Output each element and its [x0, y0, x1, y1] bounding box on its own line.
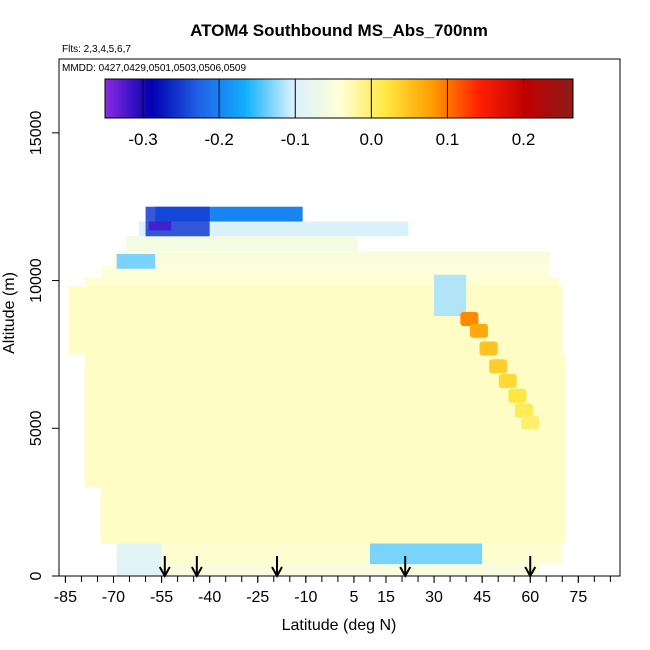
colorbar-tick-label: -0.3 — [128, 130, 157, 149]
plume-cell — [469, 323, 488, 338]
plume-cell — [460, 311, 479, 326]
x-tick-label: -85 — [54, 589, 77, 606]
field-feature — [434, 274, 467, 317]
x-tick-label: -10 — [294, 589, 317, 606]
dates-subtitle: MMDD: 0427,0429,0501,0503,0506,0509 — [62, 63, 246, 74]
x-tick-label: -40 — [198, 589, 221, 606]
field-feature — [369, 543, 483, 565]
colorbar-tick-label: -0.2 — [204, 130, 233, 149]
x-tick-label: 30 — [425, 589, 443, 606]
chart-title: ATOM4 Southbound MS_Abs_700nm — [190, 21, 488, 40]
plume-cell — [479, 341, 498, 356]
y-axis-title: Altitude (m) — [1, 272, 18, 354]
colorbar-tick-label: -0.1 — [281, 130, 310, 149]
x-tick-label: 75 — [569, 589, 587, 606]
plume-cell — [514, 403, 533, 418]
flights-subtitle: Flts: 2,3,4,5,6,7 — [62, 44, 131, 55]
x-tick-label: -25 — [246, 589, 269, 606]
colorbar-tick-label: 0.0 — [360, 130, 384, 149]
field-row — [84, 277, 560, 287]
colorbar-tick-label: 0.2 — [512, 130, 536, 149]
colorbar-bar — [104, 78, 574, 119]
y-tick-label: 5000 — [28, 410, 45, 446]
y-tick-label: 15000 — [28, 111, 45, 156]
plume-cell — [508, 388, 527, 403]
colorbar: -0.3 -0.2 -0.1 0.0 0.1 0.2 — [104, 78, 574, 149]
field-feature — [148, 221, 172, 231]
field-row — [126, 236, 358, 252]
x-axis: -85 -70 -55 -40 -25 -10 5 15 30 45 60 75 — [54, 576, 611, 606]
plume-cell — [489, 359, 508, 374]
plume-cell — [521, 415, 540, 430]
x-tick-label: -55 — [150, 589, 173, 606]
y-tick-label: 0 — [28, 571, 45, 580]
colorbar-tick-label: 0.1 — [436, 130, 460, 149]
y-tick-label: 10000 — [28, 258, 45, 303]
x-axis-title: Latitude (deg N) — [282, 617, 397, 634]
field-row — [116, 564, 540, 576]
field-row — [84, 354, 566, 488]
field-row — [100, 265, 550, 278]
field-row — [100, 487, 566, 544]
field-row — [113, 251, 550, 266]
y-axis: 0 5000 10000 15000 — [28, 111, 59, 580]
plume-cell — [498, 374, 517, 389]
x-tick-label: 45 — [473, 589, 491, 606]
x-tick-label: -70 — [102, 589, 125, 606]
x-tick-label: 15 — [377, 589, 395, 606]
x-tick-label: 5 — [349, 589, 358, 606]
x-tick-label: 60 — [521, 589, 539, 606]
field-feature — [116, 253, 156, 269]
plot-frame — [58, 58, 621, 577]
field-row — [116, 543, 563, 565]
heatmap-field — [68, 206, 566, 576]
field-feature — [116, 543, 162, 576]
